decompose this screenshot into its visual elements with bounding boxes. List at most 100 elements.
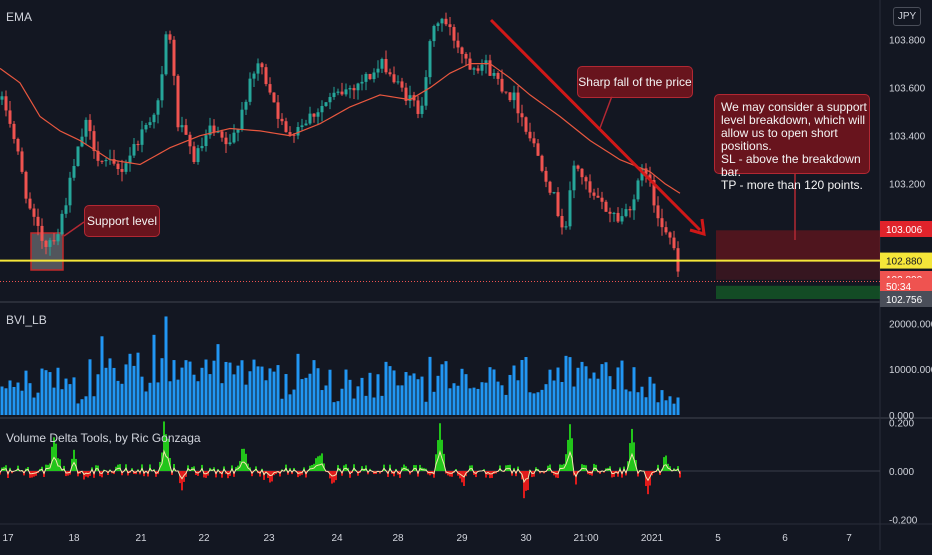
candle-body [340,91,344,95]
volume-bar [428,356,432,415]
volume-bar [456,385,460,415]
candle-body [408,95,412,101]
candle-body [640,168,644,181]
volume-bar [76,403,80,415]
volume-bar [156,382,160,415]
volume-bar [580,361,584,415]
volume-bar [216,344,220,415]
volume-bar [72,377,76,415]
volume-bar [376,374,380,415]
volume-bar [260,366,264,415]
candle-body [256,63,260,74]
candle-body [592,192,596,196]
candle-body [652,180,656,206]
candle-body [56,234,60,242]
volume-bar [652,383,656,415]
fall-callout-pointer [599,95,613,129]
volume-bar [120,383,124,415]
candle-body [244,101,248,110]
volume-bar [496,381,500,415]
plan-line: level breakdown, which will [721,113,866,127]
volume-bar [268,368,272,415]
candle-body [572,165,576,191]
plan-line: We may consider a support [721,100,867,114]
candle-body [116,163,120,170]
currency-badge[interactable]: JPY [893,7,921,26]
candle-body [192,146,196,163]
candle-body [288,132,292,135]
time-tick-label: 17 [2,533,14,544]
candle-body [488,60,492,76]
volume-bar [48,372,52,415]
volume-bar [628,391,632,415]
candle-body [268,84,272,93]
candle-body [4,96,8,111]
volume-bar [404,372,408,415]
candle-body [264,67,268,85]
volume-bar [632,367,636,415]
candle-body [312,113,316,117]
candle-body [128,155,132,164]
candle-body [180,125,184,128]
volume-bar [560,381,564,415]
time-tick-label: 5 [715,533,721,544]
support-badge: 102.880 [886,257,923,268]
delta-tick-label: 0.000 [889,467,914,478]
candle-body [176,75,180,128]
volume-bar [144,391,148,415]
time-tick-label: 30 [520,533,532,544]
volume-bar [232,374,236,415]
volume-bar [348,379,352,415]
candle-body [160,74,164,101]
volume-bar [356,386,360,415]
candle-body [416,100,420,114]
fall-callout-text: Sharp fall of the price [578,75,692,89]
volume-bar [608,376,612,415]
candle-body [184,125,188,135]
volume-bar [588,378,592,415]
volume-bar [656,402,660,415]
candle-body [88,119,92,132]
volume-bar [292,389,296,415]
candle-body [616,212,620,222]
volume-bar [564,355,568,415]
volume-bar [264,380,268,415]
volume-bar [668,396,672,415]
volume-tick-label: 10000.000 [889,365,932,376]
candle-body [64,205,68,214]
volume-bar [620,360,624,415]
candle-body [568,190,572,227]
volume-bar [392,370,396,415]
candle-body [332,92,336,98]
volume-bar [320,390,324,415]
candle-body [480,64,484,71]
candle-body [536,143,540,156]
candle-body [252,73,256,79]
volume-bar [492,369,496,415]
volume-bar [544,384,548,415]
candle-body [432,25,436,42]
stop-loss-zone [716,230,880,261]
candle-body [460,47,464,54]
candle-body [448,24,452,28]
candle-body [644,168,648,175]
time-tick-label: 28 [392,533,404,544]
volume-bar [640,386,644,415]
candle-body [352,88,356,91]
volume-bar [64,378,68,415]
time-tick-label: 22 [198,533,210,544]
volume-bar [172,360,176,415]
candle-body [272,92,276,103]
support-callout-pointer [63,221,85,237]
candle-body [632,199,636,211]
volume-bar [408,375,412,415]
volume-bar [600,364,604,415]
volume-bar [280,398,284,415]
volume-bar [476,388,480,415]
volume-bar [344,369,348,415]
candle-body [612,212,616,214]
volume-bar [284,374,288,415]
candle-body [120,169,124,172]
candle-body [96,150,100,161]
